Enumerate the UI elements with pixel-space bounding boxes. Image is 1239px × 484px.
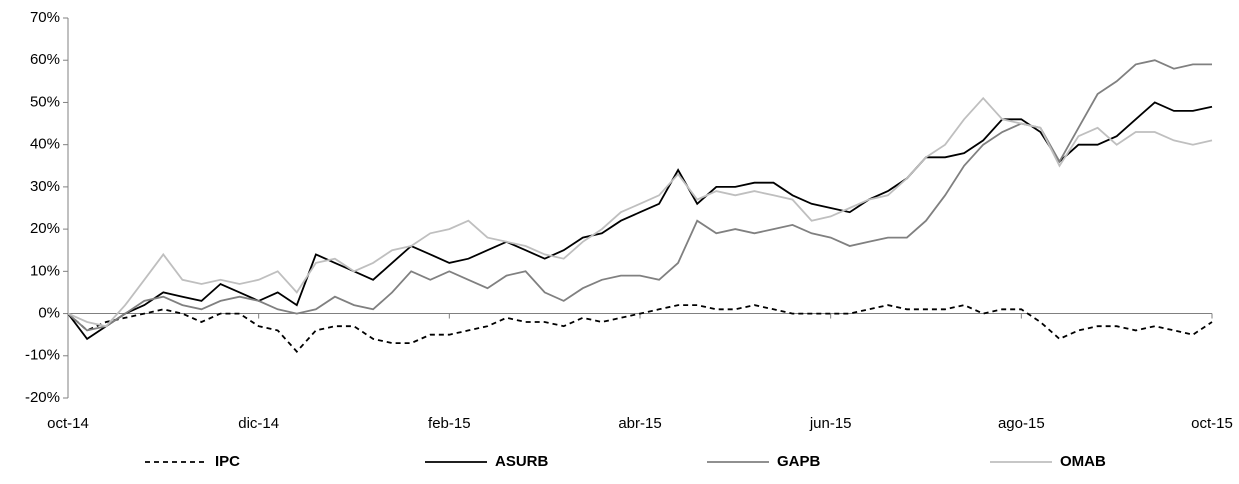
x-tick-label: ago-15 xyxy=(998,415,1045,432)
series-line xyxy=(67,101,1213,341)
y-tick-label: 0% xyxy=(38,305,60,322)
legend-label: OMAB xyxy=(1060,453,1106,470)
legend-label: ASURB xyxy=(495,453,549,470)
y-tick-label: 50% xyxy=(30,93,60,110)
y-tick-label: 60% xyxy=(30,51,60,68)
series-line xyxy=(67,304,1213,353)
y-tick-label: 20% xyxy=(30,220,60,237)
y-tick-label: 10% xyxy=(30,262,60,279)
y-tick-label: 40% xyxy=(30,136,60,153)
y-tick-label: -10% xyxy=(25,347,60,364)
x-tick-label: abr-15 xyxy=(618,415,661,432)
x-tick-label: feb-15 xyxy=(428,415,471,432)
y-tick-label: -20% xyxy=(25,389,60,406)
legend-label: GAPB xyxy=(777,453,821,470)
x-tick-label: dic-14 xyxy=(238,415,279,432)
x-tick-label: oct-14 xyxy=(47,415,89,432)
series-line xyxy=(67,59,1212,332)
y-tick-label: 70% xyxy=(30,9,60,26)
y-tick-label: 30% xyxy=(30,178,60,195)
series-line xyxy=(67,96,1213,328)
x-tick-label: jun-15 xyxy=(809,415,852,432)
x-tick-label: oct-15 xyxy=(1191,415,1233,432)
legend-label: IPC xyxy=(215,453,240,470)
